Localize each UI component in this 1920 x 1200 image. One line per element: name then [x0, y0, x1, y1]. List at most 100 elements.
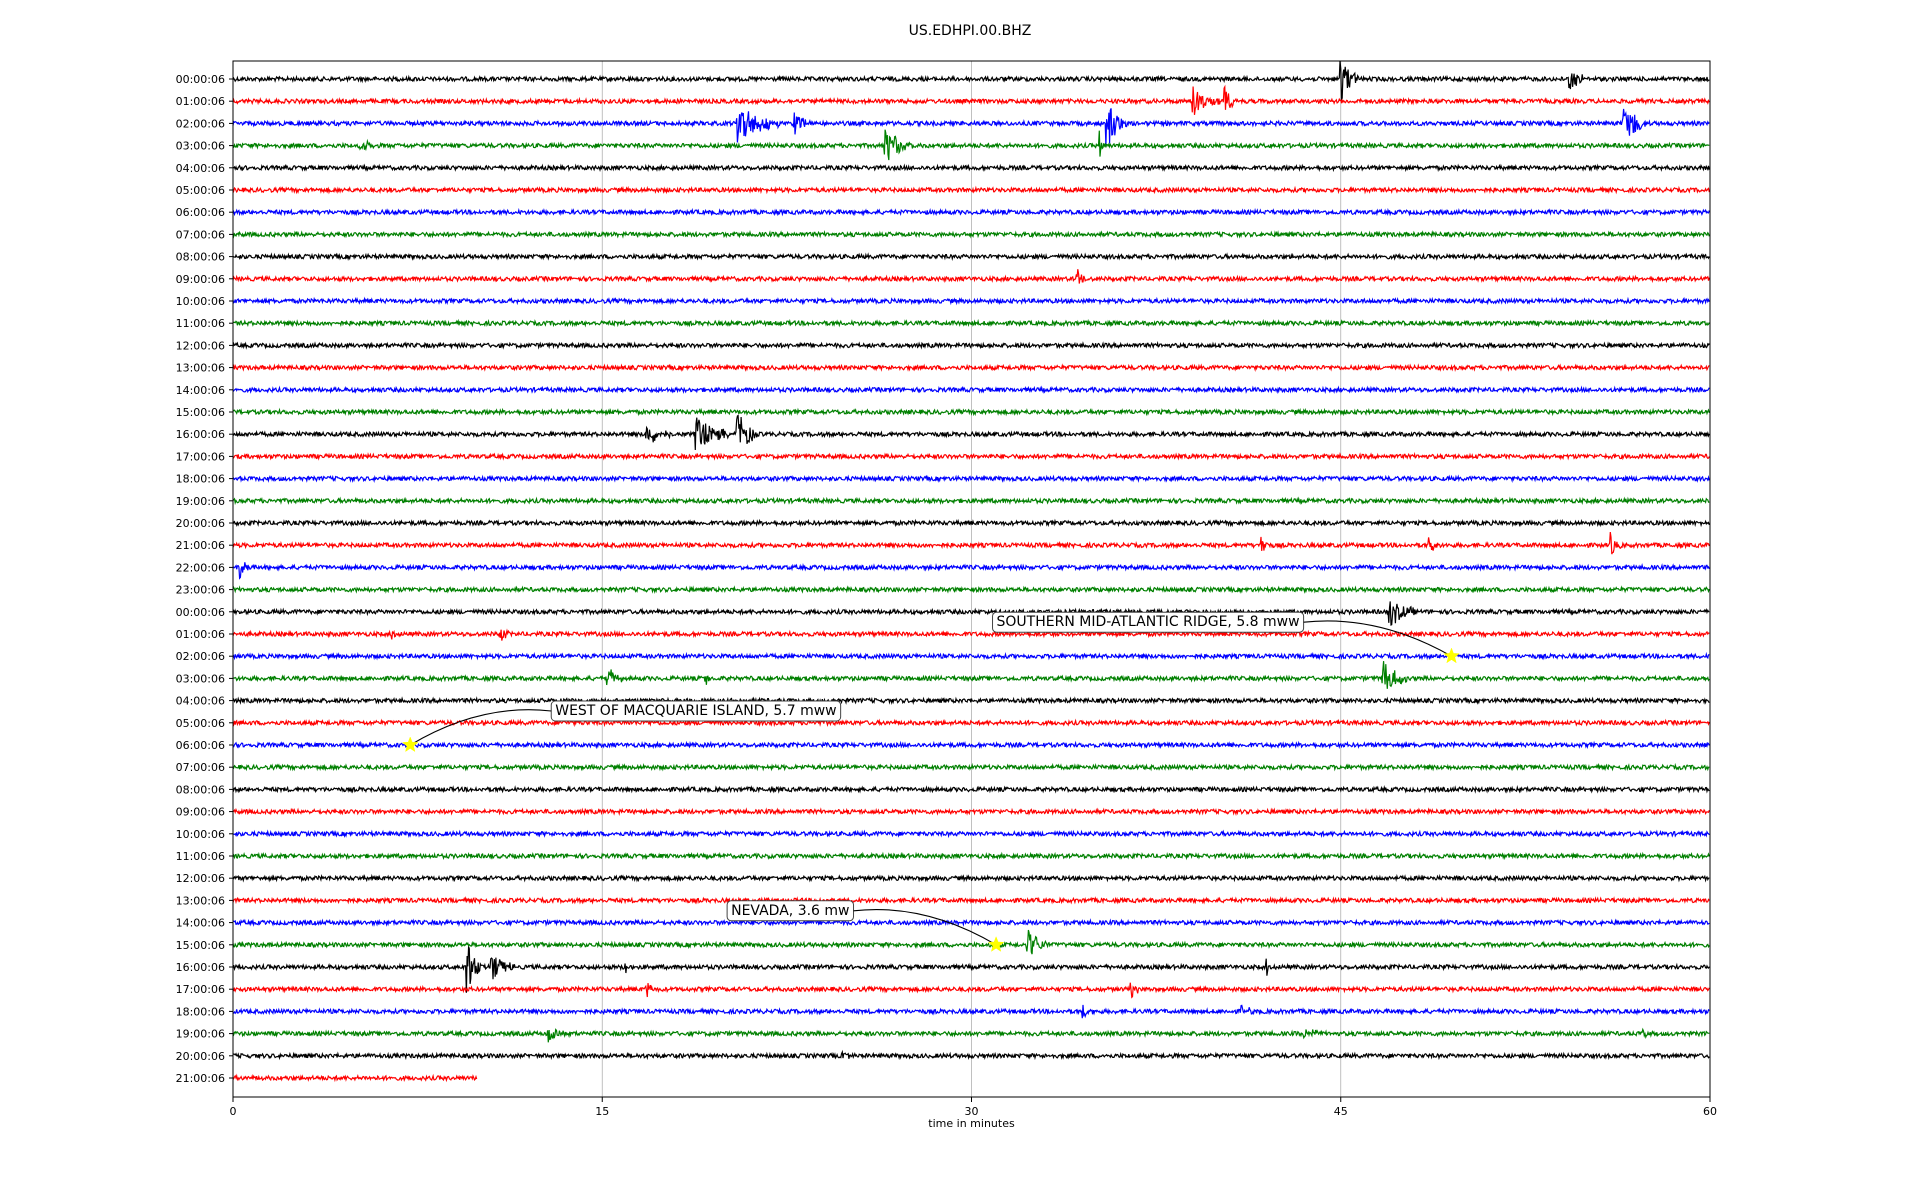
- trace-row-1: [232, 84, 1710, 115]
- trace-row-24: [232, 601, 1710, 626]
- trace-row-34: [232, 829, 1710, 839]
- row-label: 13:00:06: [176, 894, 225, 907]
- row-label: 18:00:06: [176, 1005, 225, 1018]
- trace-row-22: [232, 562, 1710, 580]
- row-label: 06:00:06: [176, 206, 225, 219]
- x-axis-ticks: 0 15 30 45 60: [230, 1097, 1717, 1118]
- row-label: 01:00:06: [176, 628, 225, 641]
- row-label: 14:00:06: [176, 384, 225, 397]
- chart-title: US.EDHPI.00.BHZ: [909, 23, 1032, 39]
- event-annotations: SOUTHERN MID-ATLANTIC RIDGE, 5.8 mww WEST…: [401, 611, 1460, 952]
- grid-lines: [601, 61, 1342, 1097]
- x-tick-label: 0: [230, 1105, 237, 1118]
- trace-row-29: [232, 718, 1710, 728]
- trace-row-5: [232, 185, 1710, 195]
- trace-row-17: [232, 451, 1710, 461]
- row-label: 07:00:06: [176, 228, 225, 241]
- trace-row-8: [232, 252, 1710, 262]
- row-label: 02:00:06: [176, 650, 225, 663]
- row-label: 21:00:06: [176, 539, 225, 552]
- row-label: 04:00:06: [176, 695, 225, 708]
- row-label: 08:00:06: [176, 783, 225, 796]
- row-label: 02:00:06: [176, 117, 225, 130]
- x-axis-label: time in minutes: [928, 1117, 1015, 1130]
- trace-row-35: [232, 851, 1710, 861]
- annotation-2: NEVADA, 3.6 mw: [726, 900, 1005, 952]
- x-tick-label: 60: [1703, 1105, 1717, 1118]
- annotation-label: SOUTHERN MID-ATLANTIC RIDGE, 5.8 mww: [997, 614, 1300, 630]
- row-label: 11:00:06: [176, 317, 225, 330]
- row-label: 05:00:06: [176, 717, 225, 730]
- trace-row-44: [233, 1049, 1710, 1061]
- annotation-1: WEST OF MACQUARIE ISLAND, 5.7 mww: [401, 700, 842, 753]
- row-label: 19:00:06: [176, 1028, 225, 1041]
- trace-row-4: [233, 163, 1710, 173]
- row-label: 15:00:06: [176, 406, 225, 419]
- row-label: 10:00:06: [176, 828, 225, 841]
- trace-row-6: [232, 207, 1710, 217]
- row-label: 12:00:06: [176, 872, 225, 885]
- event-star-marker: [1443, 647, 1460, 664]
- row-label: 20:00:06: [176, 1050, 225, 1063]
- trace-row-38: [232, 918, 1710, 928]
- row-label: 09:00:06: [176, 273, 225, 286]
- row-label: 09:00:06: [176, 806, 225, 819]
- trace-row-18: [232, 474, 1710, 484]
- trace-row-36: [232, 873, 1710, 883]
- trace-row-10: [232, 296, 1710, 306]
- row-label: 11:00:06: [176, 850, 225, 863]
- trace-row-16: [232, 414, 1710, 451]
- trace-row-0: [232, 61, 1710, 101]
- trace-row-33: [232, 807, 1710, 816]
- row-label: 12:00:06: [176, 339, 225, 352]
- row-label: 21:00:06: [176, 1072, 225, 1085]
- trace-row-37: [232, 896, 1710, 905]
- trace-row-9: [232, 269, 1710, 284]
- annotation-label: WEST OF MACQUARIE ISLAND, 5.7 mww: [555, 703, 836, 719]
- annotation-connector: [853, 908, 997, 946]
- row-label: 15:00:06: [176, 939, 225, 952]
- row-label: 08:00:06: [176, 251, 225, 264]
- x-tick-label: 45: [1334, 1105, 1348, 1118]
- trace-row-31: [232, 762, 1710, 772]
- row-label: 22:00:06: [176, 561, 225, 574]
- trace-row-7: [232, 230, 1710, 239]
- row-label: 03:00:06: [176, 672, 225, 685]
- trace-row-45: [232, 1073, 478, 1083]
- trace-row-32: [232, 785, 1710, 794]
- annotation-label: NEVADA, 3.6 mw: [731, 903, 849, 919]
- trace-row-27: [232, 661, 1710, 689]
- row-label: 19:00:06: [176, 495, 225, 508]
- row-label: 16:00:06: [176, 961, 225, 974]
- row-label: 14:00:06: [176, 917, 225, 930]
- trace-row-43: [232, 1027, 1710, 1043]
- row-label: 20:00:06: [176, 517, 225, 530]
- plot-frame: [232, 60, 1711, 1098]
- trace-row-25: [232, 628, 1710, 641]
- annotation-connector: [409, 709, 552, 746]
- event-star-marker: [987, 936, 1005, 952]
- row-label: 13:00:06: [176, 362, 225, 375]
- row-label: 10:00:06: [176, 295, 225, 308]
- row-label: 07:00:06: [176, 761, 225, 774]
- row-label: 03:00:06: [176, 140, 225, 153]
- trace-row-20: [232, 518, 1710, 528]
- annotation-0: SOUTHERN MID-ATLANTIC RIDGE, 5.8 mww: [992, 611, 1460, 664]
- seismic-traces: [232, 61, 1710, 1083]
- row-label: 05:00:06: [176, 184, 225, 197]
- trace-row-39: [232, 929, 1710, 955]
- row-time-labels: 00:00:06 01:00:06 02:00:06 03:00:06 04:00:06…: [176, 73, 233, 1085]
- row-label: 06:00:06: [176, 739, 225, 752]
- row-label: 17:00:06: [176, 450, 225, 463]
- trace-row-26: [232, 651, 1710, 661]
- row-label: 01:00:06: [176, 95, 225, 108]
- trace-row-19: [232, 496, 1710, 506]
- trace-row-41: [232, 982, 1710, 999]
- trace-row-13: [232, 363, 1710, 372]
- row-label: 23:00:06: [176, 584, 225, 597]
- trace-row-28: [232, 696, 1710, 706]
- trace-row-11: [232, 318, 1710, 328]
- x-tick-label: 15: [595, 1105, 609, 1118]
- row-label: 04:00:06: [176, 162, 225, 175]
- trace-row-15: [232, 407, 1710, 417]
